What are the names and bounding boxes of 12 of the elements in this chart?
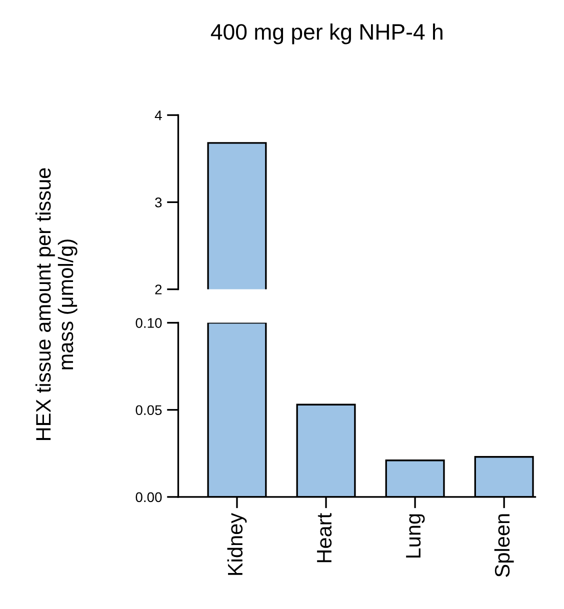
x-tick-label: Heart [317,513,332,562]
y-axis-title: HEX tissue amount per tissue mass (μmol/g) [35,168,78,440]
y-tick-label: 3 [155,198,162,208]
y-tick-label: 4 [154,110,162,120]
y-tick-label: 0.10 [136,318,162,328]
y-tick-label: 0.05 [136,405,162,416]
y-tick-label: 2 [155,284,162,294]
x-tick-label: Kidney [227,512,247,575]
x-tick-label: Spleen [494,514,514,577]
x-tick-label: Lung [406,514,425,558]
y-tick-label: 0.00 [136,492,162,502]
chart-title: 400 mg per kg NHP-4 h [210,23,442,44]
